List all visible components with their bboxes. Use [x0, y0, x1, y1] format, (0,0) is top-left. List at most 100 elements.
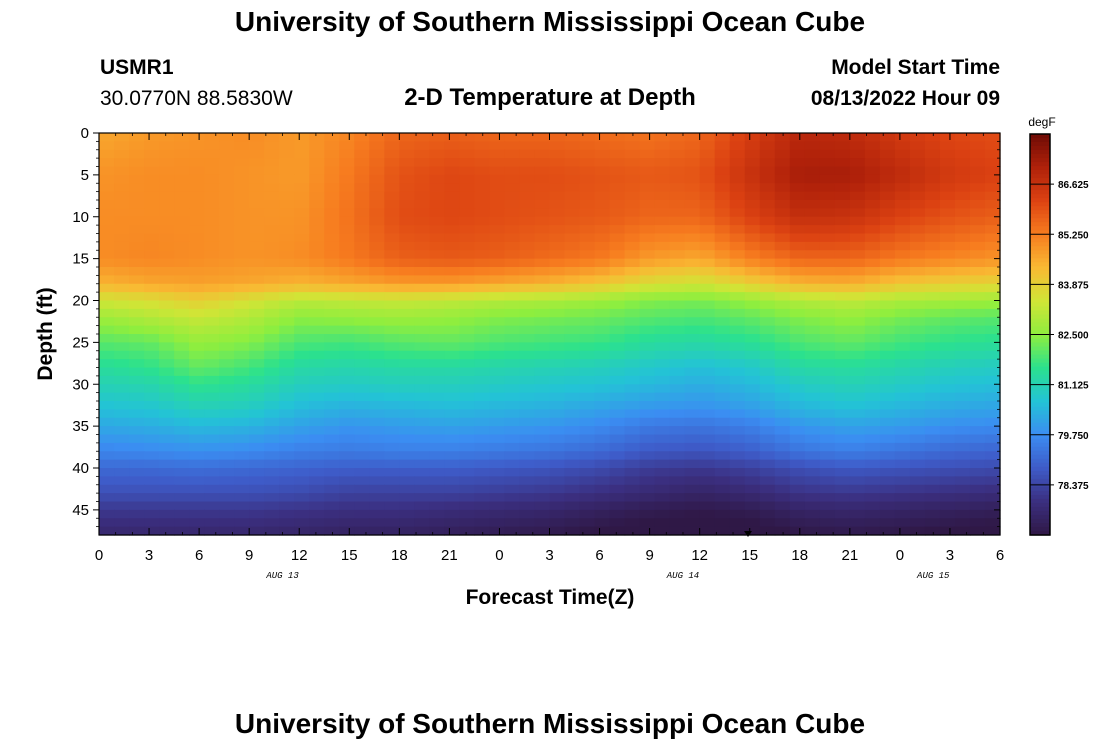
heatmap-cell: [954, 501, 971, 511]
heatmap-cell: [189, 225, 205, 235]
heatmap-cell: [834, 275, 851, 285]
heatmap-cell: [744, 149, 761, 159]
heatmap-cell: [849, 426, 866, 436]
heatmap-cell: [954, 216, 971, 226]
heatmap-cell: [774, 133, 791, 142]
heatmap-cell: [759, 459, 776, 469]
heatmap-cell: [924, 459, 941, 469]
heatmap-cell: [714, 258, 731, 268]
heatmap-cell: [654, 200, 671, 209]
heatmap-cell: [204, 442, 220, 452]
heatmap-cell: [174, 250, 190, 260]
heatmap-cell: [99, 526, 115, 536]
heatmap-cell: [774, 501, 791, 511]
heatmap-cell: [99, 518, 115, 528]
heatmap-cell: [579, 308, 596, 318]
heatmap-cell: [909, 149, 926, 159]
heatmap-cell: [549, 501, 566, 511]
colorbar-segment: [1030, 446, 1050, 452]
colorbar-segment: [1030, 434, 1050, 440]
heatmap-cell: [234, 208, 250, 218]
heatmap-cell: [249, 258, 265, 268]
heatmap-cell: [174, 468, 190, 477]
heatmap-cell: [204, 476, 220, 486]
heatmap-cell: [444, 191, 460, 201]
heatmap-cell: [189, 459, 205, 469]
heatmap-cell: [504, 133, 521, 142]
heatmap-cell: [444, 342, 460, 352]
heatmap-cell: [714, 434, 731, 444]
heatmap-cell: [444, 216, 460, 226]
x-tick-label: 3: [545, 547, 553, 564]
heatmap-cell: [684, 501, 701, 511]
heatmap-cell: [504, 200, 521, 209]
heatmap-cell: [279, 174, 295, 184]
heatmap-cell: [894, 300, 911, 310]
heatmap-cell: [444, 409, 460, 419]
heatmap-cell: [774, 283, 791, 293]
heatmap-cell: [774, 468, 791, 477]
heatmap-cell: [729, 509, 746, 519]
heatmap-cell: [819, 283, 836, 293]
heatmap-cell: [414, 141, 430, 151]
heatmap-cell: [534, 509, 551, 519]
heatmap-cell: [714, 200, 731, 209]
heatmap-cell: [204, 342, 220, 352]
heatmap-cell: [849, 166, 866, 176]
heatmap-cell: [594, 149, 611, 159]
heatmap-cell: [369, 509, 385, 519]
heatmap-cell: [954, 258, 971, 268]
heatmap-cell: [789, 166, 806, 176]
heatmap-cell: [984, 359, 1001, 369]
heatmap-cell: [324, 225, 340, 235]
heatmap-cell: [624, 174, 641, 184]
heatmap-cell: [849, 191, 866, 201]
heatmap-cell: [399, 526, 415, 536]
heatmap-cell: [894, 501, 911, 511]
heatmap-cell: [699, 308, 716, 318]
heatmap-cell: [744, 174, 761, 184]
heatmap-cell: [549, 409, 566, 419]
heatmap-cell: [354, 401, 370, 410]
heatmap-cell: [804, 518, 821, 528]
heatmap-cell: [309, 250, 325, 260]
heatmap-cell: [279, 200, 295, 209]
heatmap-cell: [564, 501, 581, 511]
heatmap-cell: [864, 375, 881, 385]
heatmap-cell: [294, 275, 310, 285]
heatmap-cell: [174, 208, 190, 218]
heatmap-cell: [534, 417, 551, 427]
heatmap-cell: [129, 459, 145, 469]
heatmap-cell: [894, 392, 911, 402]
heatmap-cell: [744, 334, 761, 343]
heatmap-cell: [969, 434, 986, 444]
heatmap-cell: [504, 149, 521, 159]
heatmap-cell: [504, 476, 521, 486]
heatmap-cell: [669, 350, 686, 360]
heatmap-cell: [429, 174, 445, 184]
heatmap-cell: [654, 208, 671, 218]
heatmap-cell: [579, 267, 596, 276]
heatmap-cell: [204, 426, 220, 436]
heatmap-cell: [249, 200, 265, 209]
heatmap-cell: [444, 283, 460, 293]
heatmap-cell: [159, 359, 175, 369]
heatmap-cell: [609, 141, 626, 151]
heatmap-cell: [369, 384, 385, 394]
heatmap-cell: [729, 200, 746, 209]
heatmap-cell: [444, 392, 460, 402]
heatmap-cell: [744, 233, 761, 243]
heatmap-cell: [429, 476, 445, 486]
heatmap-cell: [654, 141, 671, 151]
heatmap-cell: [369, 149, 385, 159]
heatmap-cell: [384, 468, 400, 477]
heatmap-cell: [534, 484, 551, 494]
heatmap-cell: [399, 300, 415, 310]
heatmap-cell: [429, 417, 445, 427]
heatmap-cell: [324, 233, 340, 243]
heatmap-cell: [849, 225, 866, 235]
heatmap-cell: [459, 367, 476, 377]
heatmap-cell: [879, 409, 896, 419]
heatmap-cell: [444, 526, 460, 536]
heatmap-cell: [729, 308, 746, 318]
